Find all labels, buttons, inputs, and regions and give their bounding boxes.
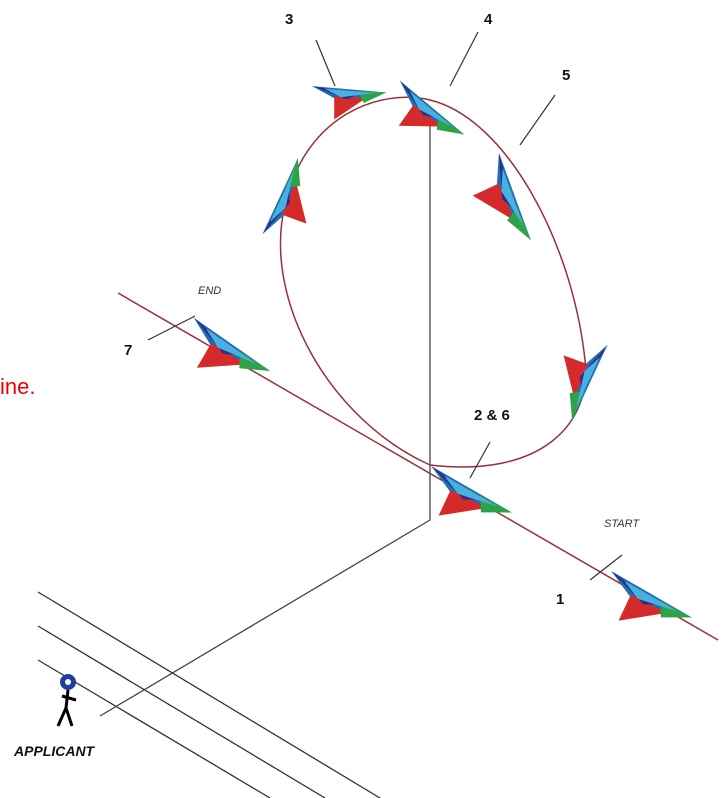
position-label: 5: [562, 67, 570, 84]
end-marker: END: [198, 285, 221, 297]
plane: [178, 317, 279, 392]
position-label: 1: [556, 591, 564, 608]
plane: [312, 73, 390, 123]
position-label: 7: [124, 342, 132, 359]
ground-lines: [37, 591, 381, 798]
position-label: 2 & 6: [474, 407, 510, 424]
axes: [99, 125, 431, 717]
loop-path: [279, 96, 587, 468]
start-marker: START: [604, 518, 640, 530]
applicant-label: APPLICANT: [13, 743, 96, 759]
plane: [382, 80, 474, 153]
plane: [262, 154, 318, 242]
plane: [599, 570, 699, 639]
position-label: 4: [484, 11, 493, 28]
position-label: 3: [285, 11, 293, 28]
leader-lines: [147, 31, 623, 581]
plane: [552, 337, 608, 425]
applicant-figure: [56, 674, 77, 727]
side-text: ine.: [0, 374, 35, 399]
